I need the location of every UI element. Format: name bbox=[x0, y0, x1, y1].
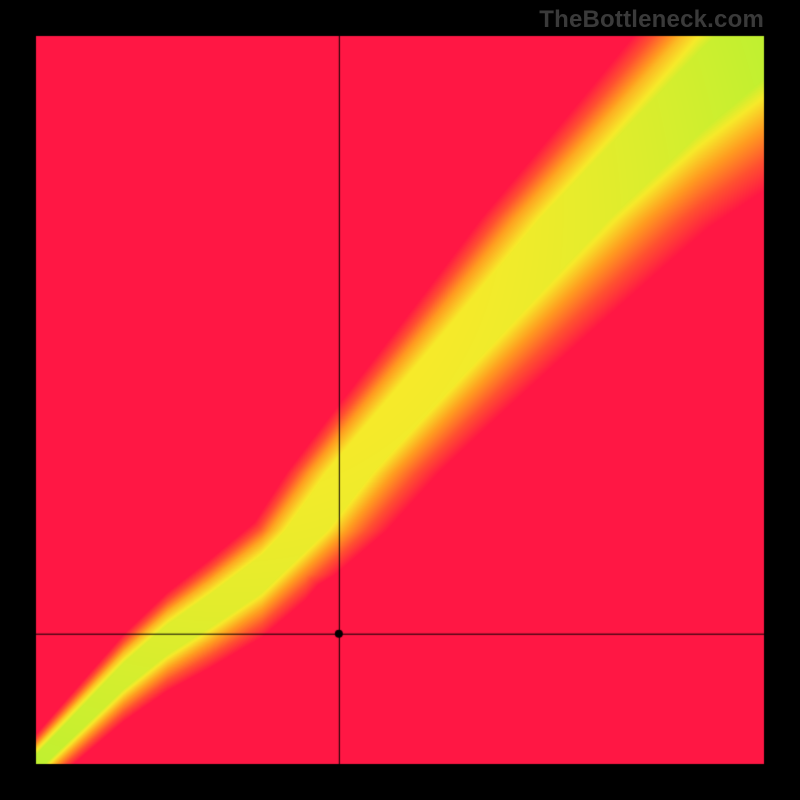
watermark-text: TheBottleneck.com bbox=[539, 6, 764, 34]
chart-container: TheBottleneck.com bbox=[0, 0, 800, 800]
bottleneck-heatmap bbox=[0, 0, 800, 800]
